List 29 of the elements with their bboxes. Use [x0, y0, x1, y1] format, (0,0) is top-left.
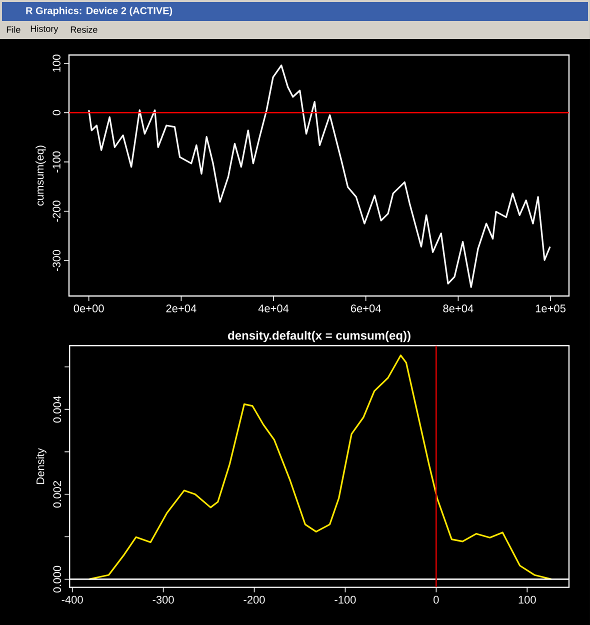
y-tick-label: 100	[52, 54, 60, 72]
x-tick-label: -100	[334, 596, 356, 604]
x-tick-label: 2e+04	[166, 304, 196, 312]
y-tick-label: -200	[52, 200, 60, 222]
y-tick-label: 0.004	[53, 396, 62, 423]
y-axis-title: Density	[36, 448, 46, 484]
x-tick-label: 0	[434, 596, 439, 604]
x-tick-label: 6e+04	[350, 304, 381, 312]
text: Resize	[70, 26, 98, 33]
y-tick-label: -300	[52, 250, 60, 272]
text: History	[30, 25, 58, 34]
line-series	[88, 64, 551, 288]
y-tick-label: 0	[52, 110, 60, 116]
x-tick-label: -200	[244, 596, 265, 604]
y-tick-label: 0.000	[53, 566, 62, 593]
line-series	[88, 354, 553, 580]
text: R Graphics: Device 2 (ACTIVE)	[26, 6, 172, 16]
x-tick-label: 1e+05	[536, 304, 566, 312]
y-tick-label: 0.002	[53, 481, 62, 508]
chart-title: density.default(x = cumsum(eq))	[228, 330, 410, 342]
x-tick-label: -400	[62, 596, 83, 604]
x-tick-label: 100	[518, 596, 536, 604]
x-tick-label: 8e+04	[443, 304, 474, 312]
x-tick-label: -300	[152, 596, 174, 604]
y-tick-label: -100	[52, 151, 60, 172]
x-tick-label: 4e+04	[258, 304, 289, 312]
x-tick-label: 0e+00	[74, 304, 104, 312]
text: File	[6, 26, 20, 33]
y-axis-title: cumsum(eq)	[36, 146, 46, 206]
